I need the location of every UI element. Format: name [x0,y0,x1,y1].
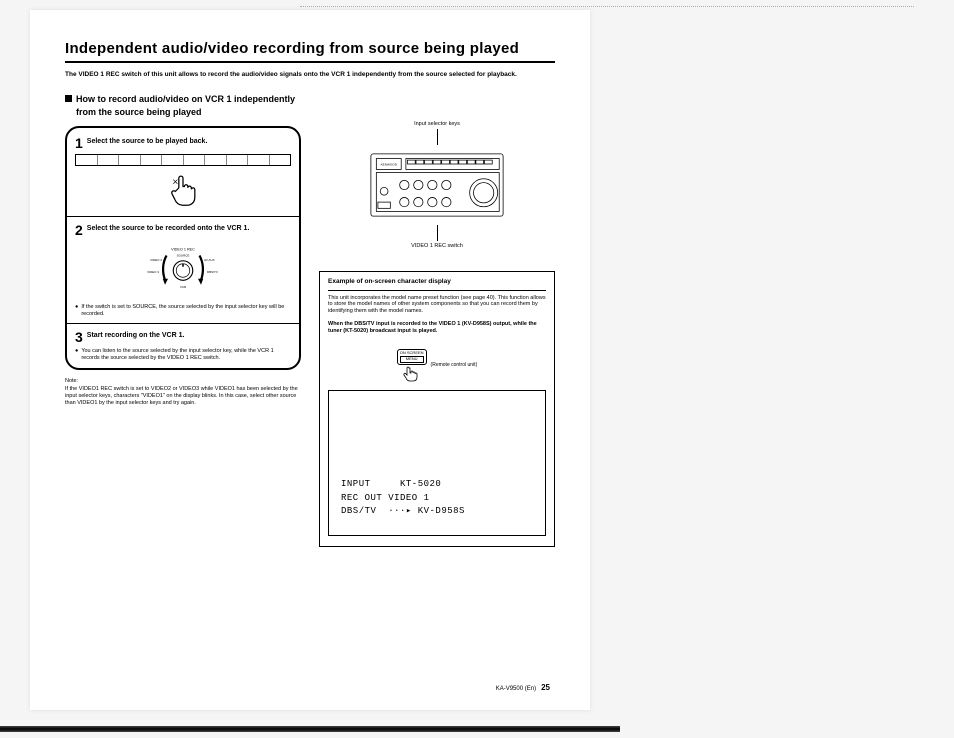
scan-edge-bar [0,726,620,732]
step-2-note: ● If the switch is set to SOURCE, the so… [75,304,291,318]
rec-dial-illustration: VIDEO 1 REC SOURCE VIDEO 2 VIDEO 3 AV AU… [138,243,228,298]
step-3-note: ● You can listen to the source selected … [75,348,291,362]
leader-line [437,129,438,145]
caption-input-selector: Input selector keys [319,121,555,127]
right-column: Input selector keys KENWOOD [319,93,555,546]
page-footer: KA-V9500 (En) 25 [496,683,550,692]
hand-pointer-icon [403,366,421,382]
dial-label: VCR [180,284,187,288]
receiver-illustration: KENWOOD [367,145,507,225]
example-box: Example of on-screen character display T… [319,271,555,546]
section-heading-text: How to record audio/video on VCR 1 indep… [76,93,301,117]
steps-box: 1 Select the source to be played back. [65,126,301,371]
btn-line2: MENU [400,356,424,362]
remote-button-illustration: ON SCREEN MENU (Remote control unit) [328,349,546,382]
step-title: Start recording on the VCR 1. [87,330,185,341]
step-3-header: 3 Start recording on the VCR 1. [75,330,291,344]
dotted-rule [300,6,914,7]
step-title: Select the source to be recorded onto th… [87,223,250,234]
section-heading: How to record audio/video on VCR 1 indep… [65,93,301,117]
selector-buttons-illustration [75,154,291,166]
footnote-title: Note: [65,378,301,385]
tv-line-input: INPUT KT-5020 [341,478,533,492]
tv-line-recout: REC OUT VIDEO 1 [341,492,533,506]
left-column: How to record audio/video on VCR 1 indep… [65,93,301,546]
footer-model: KA-V9500 (En) [496,686,536,692]
note-text: You can listen to the source selected by… [81,348,291,362]
hand-pointer-icon [169,174,197,206]
onscreen-menu-button: ON SCREEN MENU [397,349,427,365]
remote-caption: (Remote control unit) [431,363,478,369]
footer-page-number: 25 [541,683,550,692]
square-bullet-icon [65,95,72,102]
example-title: Example of on-screen character display [328,278,546,290]
caption-rec-switch: VIDEO 1 REC switch [319,243,555,249]
dial-label: SOURCE [177,253,190,257]
svg-text:KENWOOD: KENWOOD [381,163,398,167]
leader-line [437,225,438,241]
step-2-header: 2 Select the source to be recorded onto … [75,223,291,237]
tv-line-dbstv: DBS/TV ···▸ KV-D958S [341,505,533,519]
footnote: Note: If the VIDEO1 REC switch is set to… [65,378,301,407]
step-1-header: 1 Select the source to be played back. [75,136,291,150]
dial-label: AV AUX [204,257,215,261]
example-paragraph: This unit incorporates the model name pr… [328,295,546,316]
example-scenario: When the DBS/TV input is recorded to the… [328,321,546,335]
intro-text: The VIDEO 1 REC switch of this unit allo… [65,71,555,79]
dial-label: VIDEO 1 REC [171,247,195,251]
dial-label: VIDEO 2 [150,257,162,261]
step-number: 1 [75,136,83,150]
step-number: 2 [75,223,83,237]
dial-label: VIDEO 3 [147,269,159,273]
tv-screen: INPUT KT-5020 REC OUT VIDEO 1 DBS/TV ···… [328,390,546,536]
note-text: If the switch is set to SOURCE, the sour… [81,304,291,318]
dial-label: DBS/TV [207,269,218,273]
manual-page: Independent audio/video recording from s… [30,10,590,710]
page-title: Independent audio/video recording from s… [65,40,555,63]
btn-line1: ON SCREEN [400,351,424,355]
step-number: 3 [75,330,83,344]
step-title: Select the source to be played back. [87,136,208,147]
footnote-body: If the VIDEO1 REC switch is set to VIDEO… [65,386,301,407]
